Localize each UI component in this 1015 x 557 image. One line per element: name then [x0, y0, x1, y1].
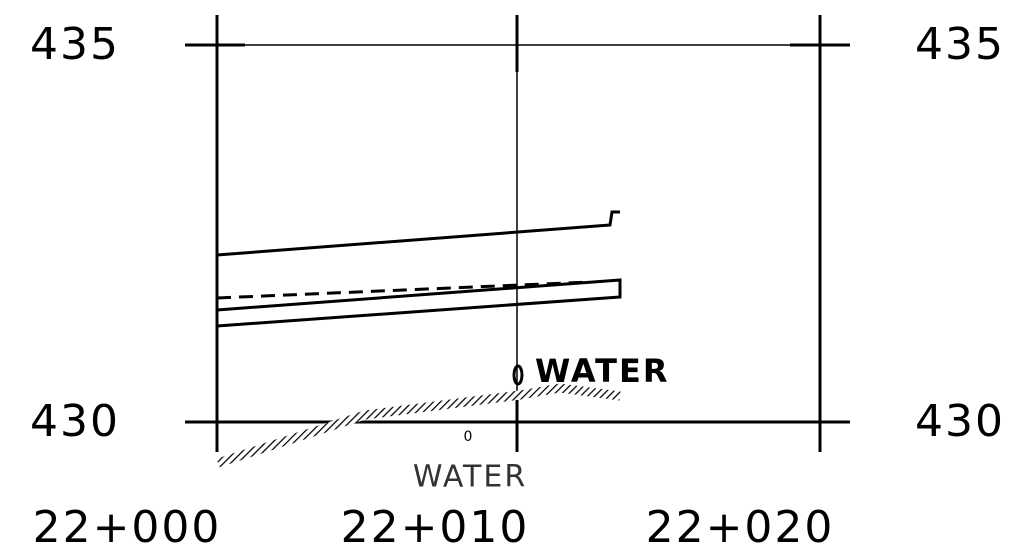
water-label: WATER [535, 352, 669, 390]
water-station-label: WATER [413, 460, 527, 495]
water-offset: 0 [464, 429, 473, 445]
station-label: 22+000 [33, 502, 222, 553]
profile-lines [215, 210, 622, 328]
station-label: 22+020 [646, 502, 835, 553]
elevation-label: 435 [30, 19, 120, 70]
elevation-label: 435 [915, 19, 1005, 70]
elevation-label: 430 [30, 396, 120, 447]
station-label: 22+010 [341, 502, 530, 553]
frame [185, 15, 850, 452]
water-marker [512, 364, 524, 386]
ground-line [216, 383, 621, 468]
elevation-label: 430 [915, 396, 1005, 447]
